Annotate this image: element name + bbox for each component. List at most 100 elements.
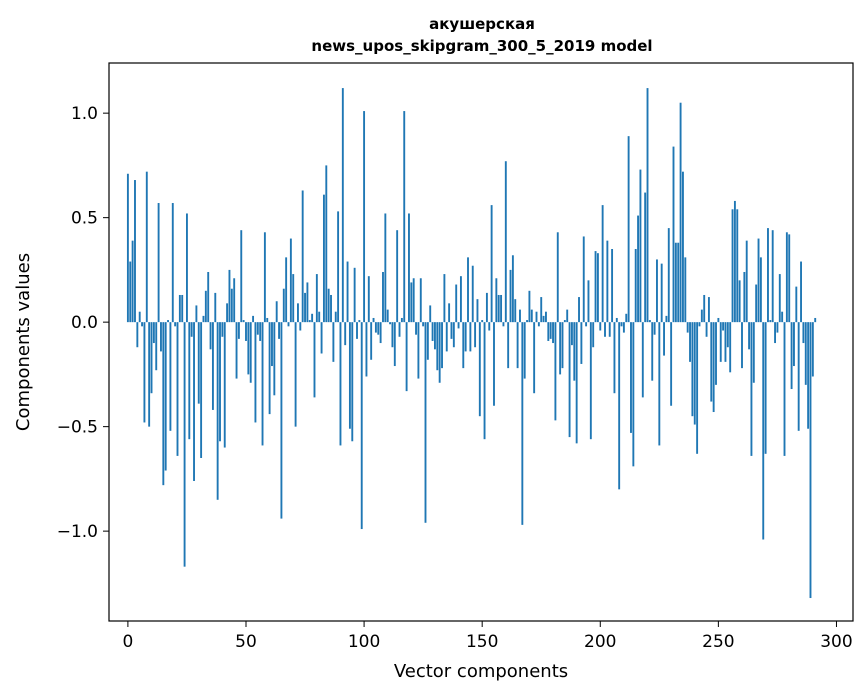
bar bbox=[412, 278, 415, 323]
bar bbox=[589, 322, 592, 440]
bar bbox=[226, 303, 229, 323]
bar bbox=[174, 322, 177, 327]
bar bbox=[802, 322, 805, 344]
bar bbox=[441, 322, 443, 369]
bar bbox=[674, 242, 677, 323]
bar bbox=[155, 322, 158, 371]
bar bbox=[263, 232, 266, 323]
bar bbox=[736, 209, 739, 323]
bar bbox=[493, 322, 495, 406]
bar bbox=[322, 194, 325, 323]
bar bbox=[726, 322, 729, 348]
bar bbox=[271, 322, 273, 367]
bar bbox=[332, 322, 335, 362]
bar bbox=[438, 322, 441, 383]
bar bbox=[497, 294, 500, 323]
bar bbox=[658, 322, 661, 446]
bar bbox=[663, 322, 665, 356]
bar bbox=[188, 322, 191, 440]
bar bbox=[707, 297, 710, 323]
bar bbox=[356, 322, 358, 339]
y-tick-label: 0.0 bbox=[71, 313, 98, 333]
bar bbox=[611, 249, 614, 323]
bar bbox=[313, 322, 316, 398]
bar bbox=[630, 322, 632, 433]
bar bbox=[585, 322, 588, 327]
bar bbox=[660, 263, 663, 323]
bar bbox=[601, 205, 604, 323]
bar bbox=[214, 292, 217, 323]
bar bbox=[552, 322, 554, 344]
bar bbox=[249, 322, 252, 383]
bar bbox=[807, 322, 810, 429]
bar bbox=[164, 322, 167, 471]
x-tick-label: 250 bbox=[702, 632, 734, 652]
bar bbox=[129, 261, 132, 323]
bar bbox=[781, 311, 784, 323]
bar bbox=[656, 259, 658, 323]
bar bbox=[450, 322, 453, 339]
bar bbox=[679, 102, 682, 323]
bar bbox=[757, 238, 760, 323]
bar bbox=[221, 322, 224, 337]
bar bbox=[528, 290, 531, 323]
bar bbox=[504, 161, 507, 323]
bar bbox=[490, 205, 493, 323]
bar bbox=[247, 322, 250, 375]
bar bbox=[304, 292, 306, 323]
bar bbox=[131, 240, 134, 323]
bar bbox=[181, 294, 184, 323]
bar bbox=[169, 322, 172, 431]
bar bbox=[426, 322, 429, 360]
bar bbox=[540, 297, 543, 323]
bar bbox=[526, 320, 528, 323]
bar bbox=[771, 230, 774, 323]
bar bbox=[455, 284, 458, 323]
bar bbox=[783, 322, 786, 456]
bar bbox=[287, 322, 290, 327]
bar bbox=[398, 322, 401, 337]
bar bbox=[578, 297, 580, 323]
bar bbox=[651, 322, 654, 381]
bars-group bbox=[126, 88, 817, 599]
bar bbox=[696, 322, 699, 454]
bar bbox=[408, 213, 410, 323]
bar bbox=[502, 322, 505, 327]
bar bbox=[308, 320, 311, 323]
bar bbox=[705, 322, 708, 337]
bar bbox=[379, 322, 382, 344]
bar bbox=[207, 271, 210, 323]
bar bbox=[292, 274, 295, 323]
bar bbox=[245, 322, 247, 341]
bar bbox=[563, 320, 566, 323]
bar bbox=[384, 213, 387, 323]
bar bbox=[469, 322, 472, 352]
bar bbox=[445, 322, 448, 352]
bar bbox=[570, 322, 573, 346]
y-axis-label: Components values bbox=[13, 253, 34, 431]
bar bbox=[171, 203, 174, 323]
chart-subtitle: news_upos_skipgram_300_5_2019 model bbox=[311, 37, 652, 55]
bar bbox=[134, 180, 136, 323]
bar bbox=[259, 322, 262, 341]
bar bbox=[488, 322, 491, 331]
bar bbox=[566, 309, 569, 323]
bar bbox=[561, 322, 564, 369]
bar bbox=[436, 322, 439, 371]
bar bbox=[523, 322, 526, 379]
bar bbox=[261, 322, 264, 446]
bar bbox=[481, 320, 484, 323]
bar bbox=[318, 311, 321, 323]
bar bbox=[167, 320, 169, 323]
bar bbox=[374, 322, 377, 333]
bar bbox=[573, 322, 576, 381]
bar bbox=[533, 322, 536, 394]
y-tick-label: 0.5 bbox=[71, 209, 98, 229]
bar bbox=[547, 322, 550, 341]
bar bbox=[209, 322, 212, 350]
bar bbox=[464, 322, 467, 352]
bar bbox=[613, 322, 616, 394]
bar bbox=[811, 322, 814, 377]
y-tick-label: 1.0 bbox=[71, 104, 98, 124]
bar bbox=[348, 322, 351, 429]
